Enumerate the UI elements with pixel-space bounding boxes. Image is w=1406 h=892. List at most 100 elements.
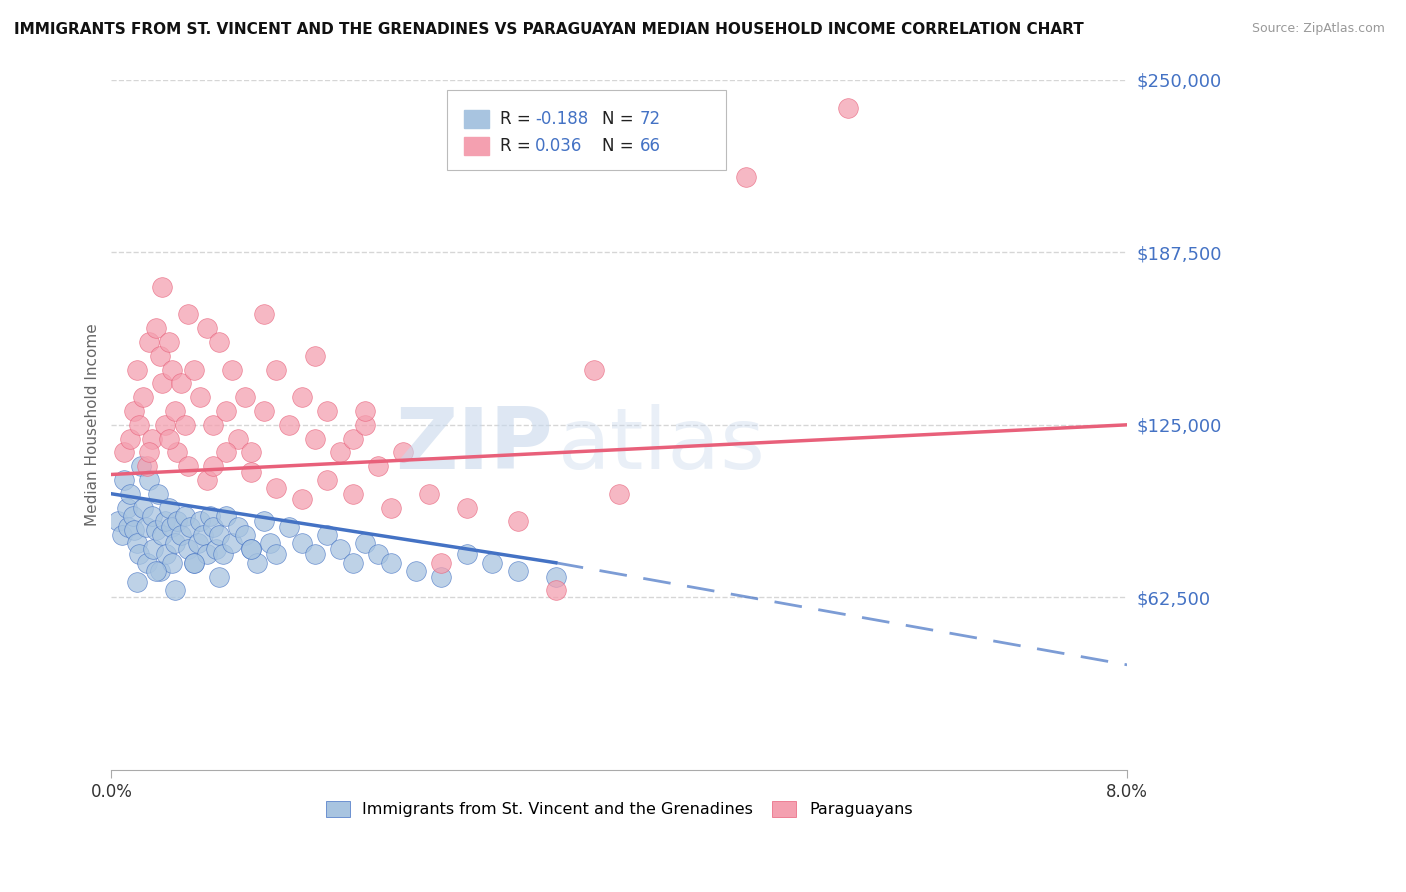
Text: IMMIGRANTS FROM ST. VINCENT AND THE GRENADINES VS PARAGUAYAN MEDIAN HOUSEHOLD IN: IMMIGRANTS FROM ST. VINCENT AND THE GREN… xyxy=(14,22,1084,37)
Point xyxy=(183,556,205,570)
Point xyxy=(266,362,288,376)
Point xyxy=(278,417,301,432)
Point xyxy=(117,520,139,534)
Point xyxy=(392,445,415,459)
Point xyxy=(316,528,339,542)
Point xyxy=(136,459,159,474)
Point xyxy=(208,528,231,542)
Point xyxy=(153,417,176,432)
Point xyxy=(329,541,352,556)
Point xyxy=(582,362,605,376)
Point xyxy=(200,508,222,523)
Point xyxy=(122,523,145,537)
Point xyxy=(233,390,256,404)
Point xyxy=(125,536,148,550)
Point xyxy=(112,473,135,487)
Text: R =: R = xyxy=(501,110,537,128)
Text: atlas: atlas xyxy=(558,404,766,487)
Point xyxy=(125,575,148,590)
Point xyxy=(120,432,142,446)
Point xyxy=(240,445,263,459)
Point xyxy=(160,520,183,534)
Point xyxy=(354,404,377,418)
Bar xyxy=(464,111,489,128)
Point xyxy=(145,523,167,537)
Point xyxy=(506,514,529,528)
Point xyxy=(150,376,173,391)
Point xyxy=(316,404,339,418)
Point xyxy=(208,569,231,583)
Point xyxy=(228,520,250,534)
Point xyxy=(145,564,167,578)
Bar xyxy=(464,137,489,154)
Point xyxy=(145,321,167,335)
Point xyxy=(170,528,193,542)
Point xyxy=(456,500,478,515)
Point xyxy=(304,432,326,446)
Text: 72: 72 xyxy=(640,110,661,128)
Point xyxy=(176,308,198,322)
Y-axis label: Median Household Income: Median Household Income xyxy=(86,324,100,526)
Point xyxy=(132,500,155,515)
Point xyxy=(132,390,155,404)
Point xyxy=(155,548,177,562)
Point xyxy=(135,520,157,534)
Point xyxy=(150,280,173,294)
Point xyxy=(142,541,165,556)
Point xyxy=(354,417,377,432)
Point xyxy=(138,334,160,349)
Point xyxy=(259,536,281,550)
Point xyxy=(157,500,180,515)
Point xyxy=(253,514,276,528)
Point xyxy=(456,548,478,562)
Text: 66: 66 xyxy=(640,136,661,155)
Point xyxy=(380,500,402,515)
Point xyxy=(120,487,142,501)
Point xyxy=(163,583,186,598)
Point xyxy=(128,417,150,432)
Point xyxy=(153,514,176,528)
Point xyxy=(208,334,231,349)
Point xyxy=(228,432,250,446)
Point xyxy=(129,459,152,474)
Text: ZIP: ZIP xyxy=(395,404,553,487)
Point xyxy=(163,404,186,418)
Point xyxy=(149,349,172,363)
Point xyxy=(176,541,198,556)
Point xyxy=(122,404,145,418)
Point xyxy=(837,101,859,115)
Point xyxy=(291,492,314,507)
Point xyxy=(266,548,288,562)
Point xyxy=(149,564,172,578)
Point xyxy=(215,508,238,523)
Point xyxy=(112,445,135,459)
Point xyxy=(240,465,263,479)
Point xyxy=(179,520,201,534)
Point xyxy=(367,548,389,562)
Point xyxy=(278,520,301,534)
Point xyxy=(253,404,276,418)
Point xyxy=(148,487,170,501)
Point xyxy=(195,548,218,562)
Point xyxy=(221,536,243,550)
Point xyxy=(304,349,326,363)
Point xyxy=(201,520,224,534)
Point xyxy=(246,556,269,570)
Point xyxy=(174,508,197,523)
Point xyxy=(122,508,145,523)
Point xyxy=(183,556,205,570)
Point xyxy=(138,445,160,459)
Point xyxy=(430,556,453,570)
Point xyxy=(125,362,148,376)
Point xyxy=(201,459,224,474)
Point xyxy=(107,514,129,528)
Point xyxy=(506,564,529,578)
Point xyxy=(157,432,180,446)
Point xyxy=(735,169,758,184)
Point xyxy=(183,362,205,376)
Point xyxy=(136,556,159,570)
Point xyxy=(176,459,198,474)
Point xyxy=(430,569,453,583)
Point xyxy=(128,548,150,562)
Point xyxy=(240,541,263,556)
